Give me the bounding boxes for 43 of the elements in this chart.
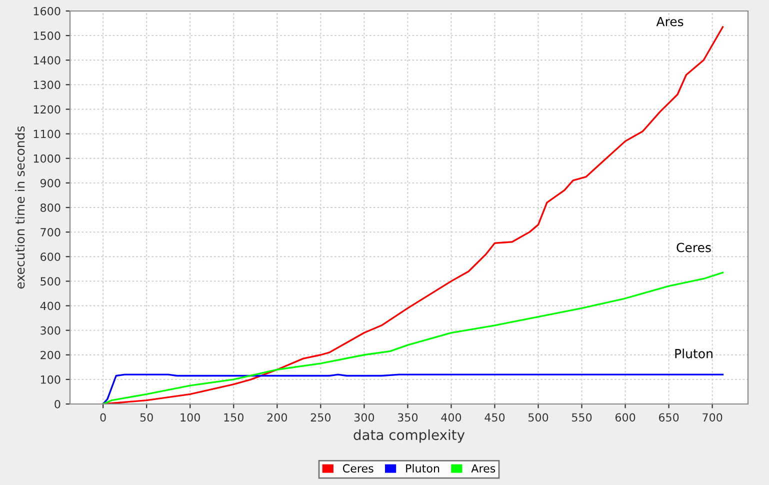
x-tick-label: 200 xyxy=(267,413,288,422)
x-tick-label: 550 xyxy=(572,413,592,422)
legend-label: Ceres xyxy=(342,464,374,473)
y-tick-label: 900 xyxy=(40,178,60,188)
x-tick-label: 700 xyxy=(702,413,722,422)
x-tick-label: 400 xyxy=(441,413,462,422)
y-tick-label: 600 xyxy=(40,252,60,262)
line-series xyxy=(102,272,724,404)
y-tick-label: 1400 xyxy=(34,56,60,65)
y-tick-label: 200 xyxy=(40,350,60,360)
y-tick-label: 1600 xyxy=(34,6,60,16)
y-tick-label: 400 xyxy=(40,302,60,310)
y-tick-label: 1100 xyxy=(34,130,60,138)
line-series xyxy=(102,374,724,404)
x-tick-label: 250 xyxy=(310,413,331,422)
y-tick-label: 100 xyxy=(40,375,60,384)
x-tick-label: 350 xyxy=(398,413,418,422)
y-tick-label: 800 xyxy=(40,203,60,212)
y-tick-label: 500 xyxy=(40,277,60,286)
legend-label: Pluton xyxy=(406,464,440,473)
line-series xyxy=(102,26,724,404)
x-tick-label: 300 xyxy=(354,413,374,422)
y-tick-label: 0 xyxy=(54,400,60,408)
x-tick-label: 100 xyxy=(180,413,200,422)
y-tick-label: 1300 xyxy=(34,80,60,90)
y-tick-label: 1000 xyxy=(34,154,60,163)
x-tick-label: 600 xyxy=(615,413,636,422)
x-axis-title: data complexity xyxy=(354,429,465,443)
x-tick-label: 500 xyxy=(528,413,548,422)
x-tick-label: 450 xyxy=(484,413,505,422)
annotation: Ceres xyxy=(676,242,711,252)
annotation: Ares xyxy=(656,16,684,26)
x-tick-label: 50 xyxy=(140,413,153,422)
legend-label: Ares xyxy=(471,464,496,473)
x-tick-label: 650 xyxy=(658,413,679,422)
annotation: Pluton xyxy=(675,348,712,358)
y-axis-title: execution time in seconds xyxy=(15,126,25,289)
y-tick-label: 300 xyxy=(40,326,60,335)
x-tick-label: 150 xyxy=(224,413,244,422)
x-tick-label: 0 xyxy=(100,413,106,422)
y-tick-label: 1500 xyxy=(34,32,60,40)
y-tick-label: 700 xyxy=(40,228,60,236)
y-tick-label: 1200 xyxy=(34,105,60,114)
